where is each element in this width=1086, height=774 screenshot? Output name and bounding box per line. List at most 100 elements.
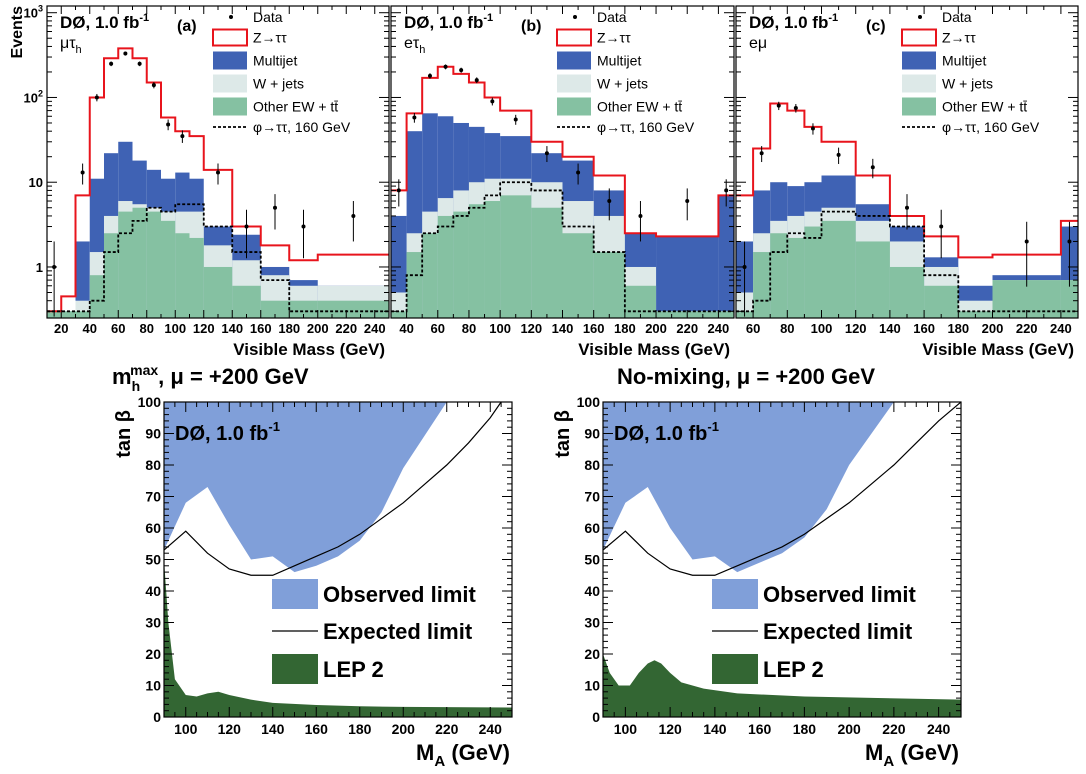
other-ew-bar	[132, 207, 147, 318]
y-tick-label: 102	[24, 88, 43, 105]
x-axis-label: Visible Mass (GeV)	[233, 340, 385, 359]
y-tick-label: 0	[153, 709, 161, 725]
other-ew-bar	[624, 285, 657, 318]
other-ew-bar	[484, 201, 501, 318]
data-point	[793, 106, 798, 111]
x-tick-label: 160	[305, 721, 329, 737]
x-tick-label: 20	[54, 321, 68, 336]
x-tick-label: 220	[1016, 321, 1038, 336]
x-tick-label: 100	[164, 321, 186, 336]
experiment-label: DØ, 1.0 fb-1	[749, 12, 838, 32]
data-point	[94, 95, 99, 100]
other-ew-bar	[562, 233, 594, 318]
other-ew-bar	[468, 204, 485, 318]
x-tick-label: 240	[708, 321, 730, 336]
x-tick-label: 100	[174, 721, 198, 737]
other-ew-bar	[104, 233, 119, 318]
legend-label: Z→ττ	[253, 30, 287, 46]
legend-label: Z→ττ	[942, 30, 976, 46]
x-tick-label: 140	[552, 321, 574, 336]
other-ew-bar	[232, 285, 261, 318]
other-ew-bar	[175, 233, 190, 318]
x-tick-label: 80	[780, 321, 794, 336]
data-point	[180, 134, 185, 139]
y-tick-label: 40	[584, 583, 600, 599]
x-tick-label: 120	[218, 721, 242, 737]
data-point	[870, 165, 875, 170]
legend-ztt-swatch	[901, 28, 937, 47]
x-tick-label: 140	[261, 721, 285, 737]
data-point	[443, 64, 448, 69]
legend-label: Expected limit	[323, 619, 473, 644]
multijet-bar	[656, 236, 719, 318]
experiment-text: DØ, 1.0 fb	[749, 13, 828, 32]
legend-lep-swatch	[712, 654, 758, 684]
other-ew-bar	[453, 211, 469, 318]
other-ew-bar	[391, 311, 407, 318]
other-ew-bar	[1060, 280, 1078, 318]
data-point	[759, 151, 764, 156]
limit-panel-1: 100 120 140 160 180 200 220 240 0 10 20 30 40 50 60 70 8…	[112, 362, 513, 770]
title-main: No-mixing	[617, 364, 725, 389]
data-point	[109, 61, 114, 66]
legend-label: W + jets	[597, 76, 648, 92]
lep-excluded-region	[164, 559, 512, 717]
y-tick-label: 30	[584, 615, 600, 631]
x-tick-label: 180	[348, 721, 372, 737]
y-tick-base: 10	[24, 6, 38, 21]
x-tick-label: 120	[845, 321, 867, 336]
x-tick-label: 40	[83, 321, 97, 336]
multijet-bar	[718, 195, 734, 318]
y-tick-label: 90	[145, 426, 161, 442]
legend-observed-swatch	[272, 579, 318, 609]
legend-label: Data	[942, 9, 972, 25]
other-ew-bar	[118, 211, 133, 318]
title-sub: h	[132, 378, 141, 394]
x-tick-label: 160	[748, 721, 772, 737]
other-ew-bar	[406, 252, 423, 318]
x-axis-label-sub: A	[434, 753, 445, 770]
legend-ztt-swatch	[212, 28, 248, 47]
x-tick-label: 40	[399, 321, 413, 336]
data-point	[724, 188, 729, 193]
data-point	[301, 224, 306, 229]
data-point	[351, 213, 356, 218]
experiment-text: DØ, 1.0 fb	[175, 423, 268, 445]
y-tick-label: 20	[584, 646, 600, 662]
panel-title: mhmax, μ = +200 GeV	[112, 362, 309, 394]
x-tick-label: 80	[462, 321, 476, 336]
other-ew-bar	[593, 252, 625, 318]
title-sup: max	[130, 362, 158, 378]
x-tick-label: 120	[193, 321, 215, 336]
data-point	[810, 126, 815, 131]
other-ew-bar	[161, 220, 176, 318]
data-point	[216, 170, 220, 175]
y-tick-exp: 3	[38, 4, 43, 14]
legend-wjets-swatch	[902, 74, 936, 93]
y-tick-label: 1	[36, 260, 43, 275]
x-tick-label: 100	[489, 321, 511, 336]
other-ew-bar	[422, 233, 438, 318]
legend-label: Other EW + tt̄	[253, 99, 338, 115]
signal-line	[391, 181, 734, 313]
legend-label: Observed limit	[323, 582, 477, 607]
x-tick-label: 220	[335, 321, 357, 336]
y-tick-label: 100	[577, 394, 601, 410]
x-tick-label: 100	[614, 721, 638, 737]
multijet-bar	[75, 241, 90, 318]
x-tick-label: 100	[811, 321, 833, 336]
x-tick-label: 160	[583, 321, 605, 336]
channel-label: eτh	[404, 35, 425, 56]
channel-text: eτ	[404, 35, 420, 52]
x-tick-label: 60	[431, 321, 445, 336]
x-tick-label: 60	[746, 321, 760, 336]
other-ew-bar	[821, 220, 856, 318]
legend-data-marker	[918, 15, 922, 19]
y-tick-label: 70	[145, 489, 161, 505]
expected-limit-line	[164, 402, 502, 576]
panel-letter: (a)	[177, 18, 197, 35]
signal-line	[736, 210, 1078, 313]
y-tick-base: 1	[36, 260, 43, 275]
data-point	[80, 170, 85, 175]
data-point	[836, 152, 841, 157]
